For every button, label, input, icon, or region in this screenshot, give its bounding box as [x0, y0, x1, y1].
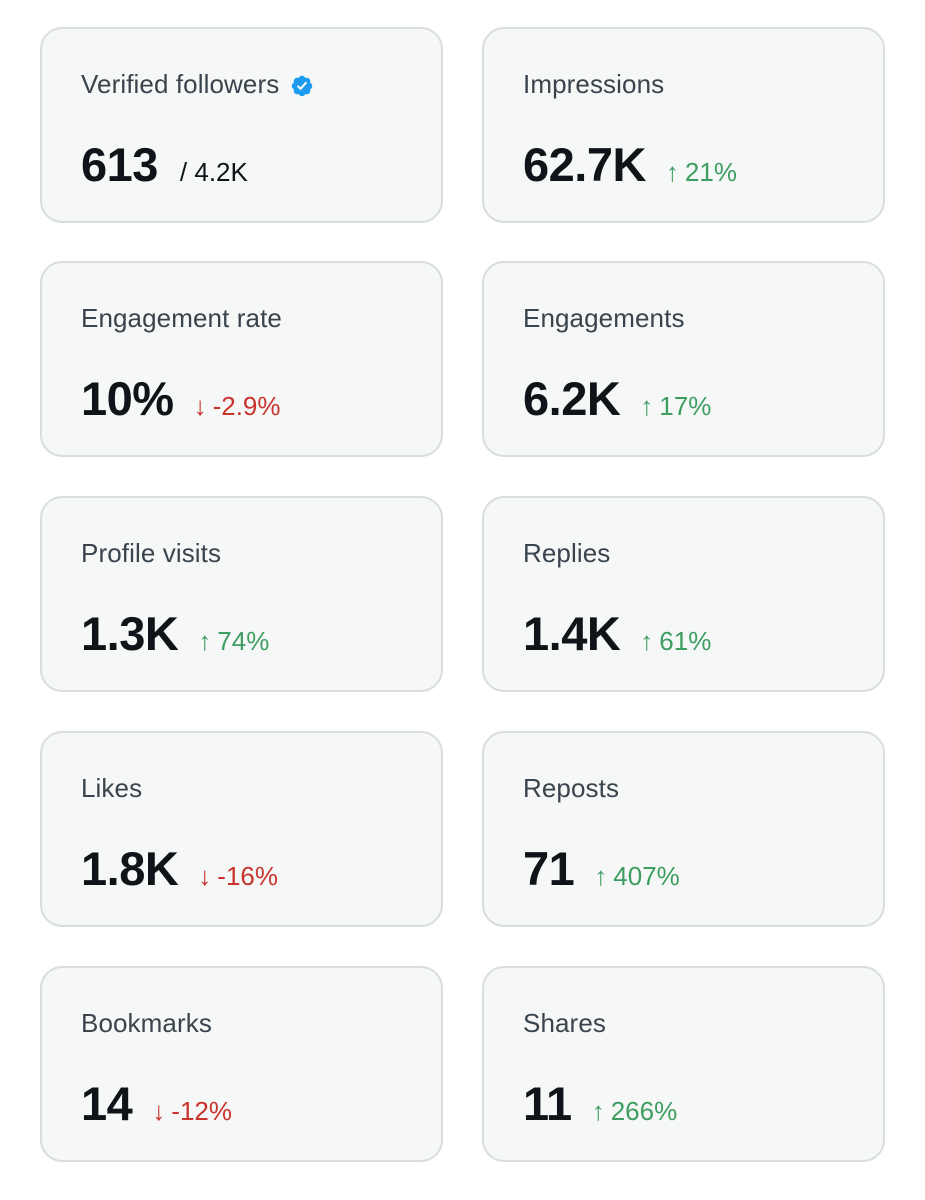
- metric-delta: ↑ 21%: [666, 157, 737, 188]
- metric-delta-value: 74%: [217, 626, 270, 656]
- metric-card-reposts[interactable]: Reposts 71 ↑ 407%: [482, 731, 885, 927]
- metric-value: 71: [523, 842, 575, 895]
- metric-label-row: Reposts: [523, 773, 619, 804]
- metric-label: Bookmarks: [81, 1008, 212, 1038]
- arrow-down-icon: ↓: [193, 391, 207, 421]
- arrow-down-icon: ↓: [198, 861, 212, 891]
- metric-delta: ↑ 74%: [198, 626, 269, 657]
- metric-value: 14: [81, 1077, 133, 1130]
- metric-delta: ↑ 17%: [640, 391, 711, 422]
- metric-delta-value: -16%: [217, 861, 278, 891]
- metric-value-row: 1.3K ↑ 74%: [81, 606, 269, 662]
- metric-delta: ↓ -16%: [198, 861, 278, 892]
- arrow-up-icon: ↑: [665, 157, 679, 187]
- metric-label-row: Impressions: [523, 69, 664, 100]
- metric-delta-value: 266%: [610, 1096, 678, 1126]
- metric-value-row: 1.4K ↑ 61%: [523, 606, 711, 662]
- metric-value-row: 6.2K ↑ 17%: [523, 371, 711, 427]
- metric-label-row: Engagements: [523, 303, 685, 334]
- metric-label: Verified followers: [81, 69, 280, 99]
- metric-card-shares[interactable]: Shares 11 ↑ 266%: [482, 966, 885, 1162]
- metric-label-row: Verified followers: [81, 69, 314, 100]
- metric-card-profile-visits[interactable]: Profile visits 1.3K ↑ 74%: [40, 496, 443, 692]
- metric-value: 1.3K: [81, 607, 179, 660]
- metric-value: 1.4K: [523, 607, 621, 660]
- metric-label-row: Engagement rate: [81, 303, 282, 334]
- metric-value: 11: [523, 1077, 572, 1130]
- metric-delta-value: 61%: [659, 626, 712, 656]
- metric-value-row: 11 ↑ 266%: [523, 1076, 677, 1132]
- metric-label: Likes: [81, 773, 143, 803]
- arrow-up-icon: ↑: [640, 391, 654, 421]
- metric-label: Profile visits: [81, 538, 222, 568]
- metric-delta-value: 17%: [659, 391, 712, 421]
- metric-delta: ↑ 407%: [594, 861, 680, 892]
- metric-label-row: Replies: [523, 538, 610, 569]
- arrow-up-icon: ↑: [591, 1096, 605, 1126]
- metric-value-row: 62.7K ↑ 21%: [523, 137, 737, 193]
- metric-total: / 4.2K: [179, 157, 248, 187]
- metric-value-row: 14 ↓ -12%: [81, 1076, 232, 1132]
- metric-label-row: Shares: [523, 1008, 606, 1039]
- metric-label: Engagements: [523, 303, 685, 333]
- metric-label: Reposts: [523, 773, 620, 803]
- metric-delta: ↑ 61%: [640, 626, 711, 657]
- metric-delta: ↓ -2.9%: [194, 391, 281, 422]
- arrow-up-icon: ↑: [198, 626, 212, 656]
- metric-card-likes[interactable]: Likes 1.8K ↓ -16%: [40, 731, 443, 927]
- metric-card-engagements[interactable]: Engagements 6.2K ↑ 17%: [482, 261, 885, 457]
- metric-card-verified-followers[interactable]: Verified followers 613 / 4.2K: [40, 27, 443, 223]
- metric-label-row: Profile visits: [81, 538, 221, 569]
- arrow-down-icon: ↓: [152, 1096, 166, 1126]
- metric-value-row: 1.8K ↓ -16%: [81, 841, 278, 897]
- metric-label: Impressions: [523, 69, 665, 99]
- metric-delta: ↑ 266%: [592, 1096, 678, 1127]
- metric-delta-value: 21%: [684, 157, 737, 187]
- metric-delta-value: -2.9%: [212, 391, 281, 421]
- arrow-up-icon: ↑: [594, 861, 608, 891]
- metric-delta-value: 407%: [613, 861, 680, 891]
- arrow-up-icon: ↑: [640, 626, 654, 656]
- metric-card-impressions[interactable]: Impressions 62.7K ↑ 21%: [482, 27, 885, 223]
- metric-label-row: Likes: [81, 773, 142, 804]
- metric-value-row: 10% ↓ -2.9%: [81, 371, 281, 427]
- metric-value: 1.8K: [81, 842, 179, 895]
- metric-delta-value: -12%: [171, 1096, 232, 1126]
- metric-value: 613: [81, 138, 158, 191]
- metric-card-bookmarks[interactable]: Bookmarks 14 ↓ -12%: [40, 966, 443, 1162]
- metric-card-engagement-rate[interactable]: Engagement rate 10% ↓ -2.9%: [40, 261, 443, 457]
- metric-value: 62.7K: [523, 138, 646, 191]
- metric-label-row: Bookmarks: [81, 1008, 212, 1039]
- metric-value-row: 71 ↑ 407%: [523, 841, 680, 897]
- metric-card-replies[interactable]: Replies 1.4K ↑ 61%: [482, 496, 885, 692]
- metric-value-row: 613 / 4.2K: [81, 137, 248, 193]
- metric-value: 6.2K: [523, 372, 621, 425]
- verified-badge-icon: [290, 74, 314, 98]
- metric-label: Engagement rate: [81, 303, 282, 333]
- metric-delta: ↓ -12%: [152, 1096, 232, 1127]
- metric-value: 10%: [81, 372, 174, 425]
- metric-label: Shares: [523, 1008, 606, 1038]
- metric-label: Replies: [523, 538, 611, 568]
